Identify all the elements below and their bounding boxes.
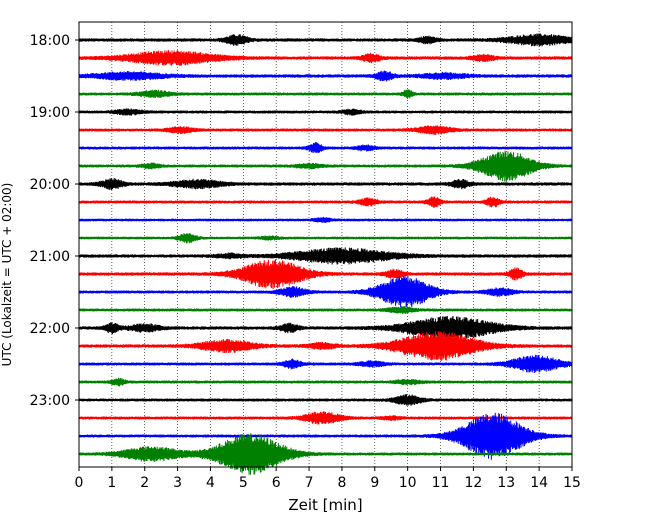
plot-frame (78, 21, 573, 468)
trace-1830 (78, 70, 573, 82)
y-axis-label: UTC (Lokalzeit = UTC + 02:00) (0, 183, 14, 367)
trace-1845 (78, 89, 573, 99)
trace-1915 (78, 125, 573, 135)
x-tick-label: 8 (337, 475, 346, 491)
trace-1900 (78, 108, 573, 116)
x-tick-label: 1 (107, 475, 116, 491)
x-tick-label: 15 (563, 475, 581, 491)
trace-1945 (78, 150, 573, 182)
trace-2145 (78, 306, 573, 315)
seismic-traces (78, 33, 573, 475)
y-tick-label: 22:00 (30, 321, 70, 337)
y-axis: 18:00 19:00 20:00 21:00 22:00 23:00 (30, 33, 79, 409)
x-tick-label: 14 (530, 475, 548, 491)
x-tick-label: 13 (497, 475, 515, 491)
y-tick-label: 20:00 (30, 177, 70, 193)
y-tick-label: 18:00 (30, 33, 70, 49)
trace-2100 (78, 247, 573, 265)
trace-2200 (78, 315, 573, 341)
trace-1815 (78, 50, 573, 66)
trace-2345 (78, 433, 573, 475)
trace-2130 (78, 276, 573, 308)
x-tick-label: 2 (140, 475, 149, 491)
x-tick-label: 0 (75, 475, 84, 491)
trace-2030 (78, 216, 573, 224)
x-axis-label: Zeit [min] (288, 496, 362, 514)
y-tick-label: 19:00 (30, 105, 70, 121)
x-tick-label: 6 (272, 475, 281, 491)
x-tick-label: 11 (432, 475, 450, 491)
x-tick-label: 3 (173, 475, 182, 491)
trace-2230 (78, 354, 573, 374)
trace-2215 (78, 331, 573, 361)
x-tick-label: 9 (370, 475, 379, 491)
trace-2300 (78, 394, 573, 406)
trace-2000 (78, 178, 573, 190)
trace-2045 (78, 233, 573, 244)
trace-1800 (78, 33, 573, 47)
trace-2115 (78, 259, 573, 290)
x-axis: 0 1 2 3 4 5 6 7 8 9 10 11 12 13 14 15 (75, 467, 581, 491)
y-tick-label: 23:00 (30, 393, 70, 409)
x-tick-label: 5 (239, 475, 248, 491)
x-tick-label: 12 (464, 475, 482, 491)
trace-2015 (78, 196, 573, 208)
trace-2245 (78, 377, 573, 387)
x-tick-label: 10 (399, 475, 417, 491)
x-tick-label: 7 (305, 475, 314, 491)
trace-2330 (78, 412, 573, 460)
trace-1930 (78, 142, 573, 154)
y-tick-label: 21:00 (30, 249, 70, 265)
x-tick-label: 4 (206, 475, 215, 491)
